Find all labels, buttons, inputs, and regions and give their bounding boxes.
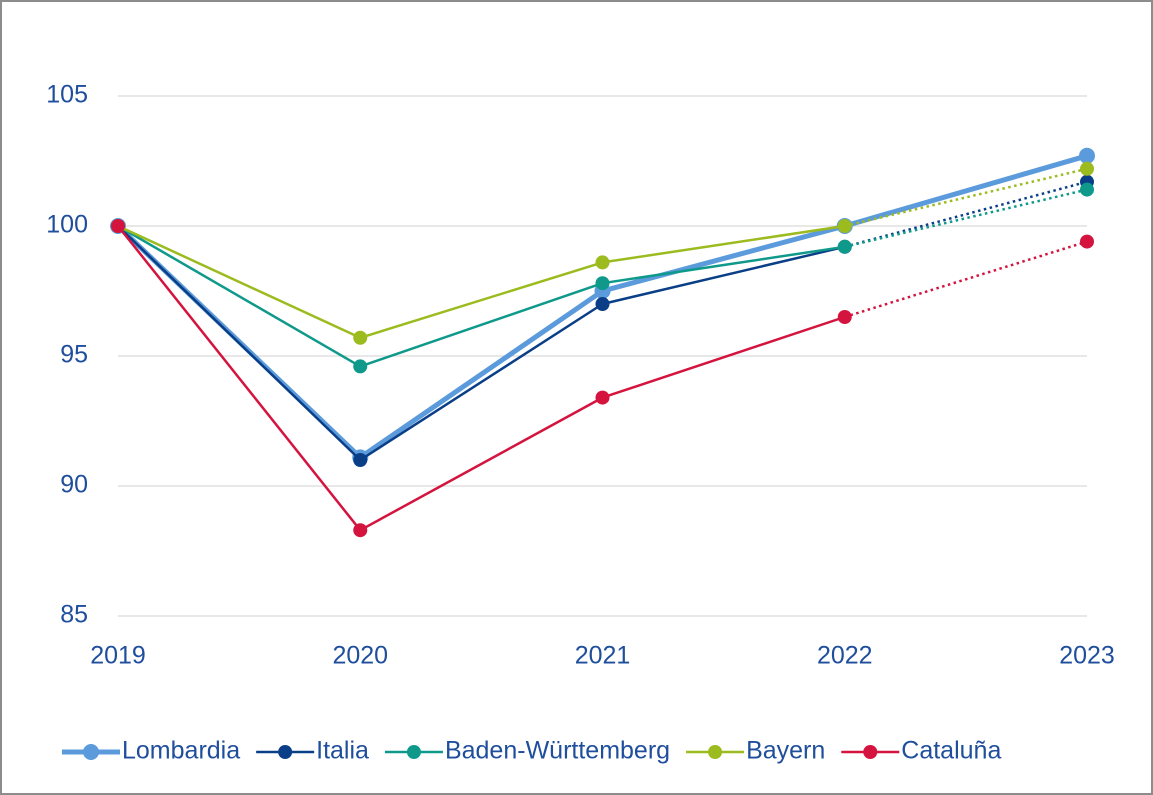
legend-marker (406, 745, 421, 759)
legend-label: Italia (316, 737, 369, 765)
point (595, 255, 610, 270)
point (837, 239, 852, 254)
point (1080, 161, 1094, 176)
x-tick-label: 2023 (1059, 642, 1115, 670)
point (837, 310, 852, 324)
series-line-dotted (844, 240, 1088, 319)
legend-label: Lombardia (122, 737, 240, 765)
x-tick-label: 2019 (90, 642, 146, 670)
legend-label: Baden-Württemberg (445, 737, 670, 765)
legend-marker (83, 744, 99, 760)
point (1080, 182, 1094, 197)
x-tick-label: 2020 (332, 642, 388, 670)
legend-label: Cataluña (901, 737, 1001, 765)
legend-marker (863, 745, 878, 759)
point (353, 359, 368, 374)
series-line (117, 224, 845, 340)
series-line (117, 224, 845, 368)
point (1079, 147, 1095, 164)
point (595, 297, 610, 311)
y-tick-label: 105 (46, 81, 88, 109)
x-tick-label: 2021 (575, 642, 631, 670)
point (837, 219, 852, 233)
legend-marker (278, 745, 293, 759)
point (353, 453, 368, 467)
series-line (117, 225, 846, 462)
point (111, 219, 125, 233)
legend-marker (708, 745, 723, 759)
y-tick-label: 90 (60, 471, 88, 499)
point (595, 390, 610, 405)
point (353, 523, 368, 538)
series-line (117, 225, 846, 532)
point (595, 276, 610, 291)
y-tick-label: 85 (60, 601, 88, 629)
point (353, 330, 368, 345)
x-tick-label: 2022 (817, 642, 873, 670)
y-tick-label: 95 (60, 341, 88, 369)
legend-label: Bayern (746, 737, 825, 765)
point (1080, 234, 1094, 249)
y-tick-label: 100 (46, 211, 88, 239)
